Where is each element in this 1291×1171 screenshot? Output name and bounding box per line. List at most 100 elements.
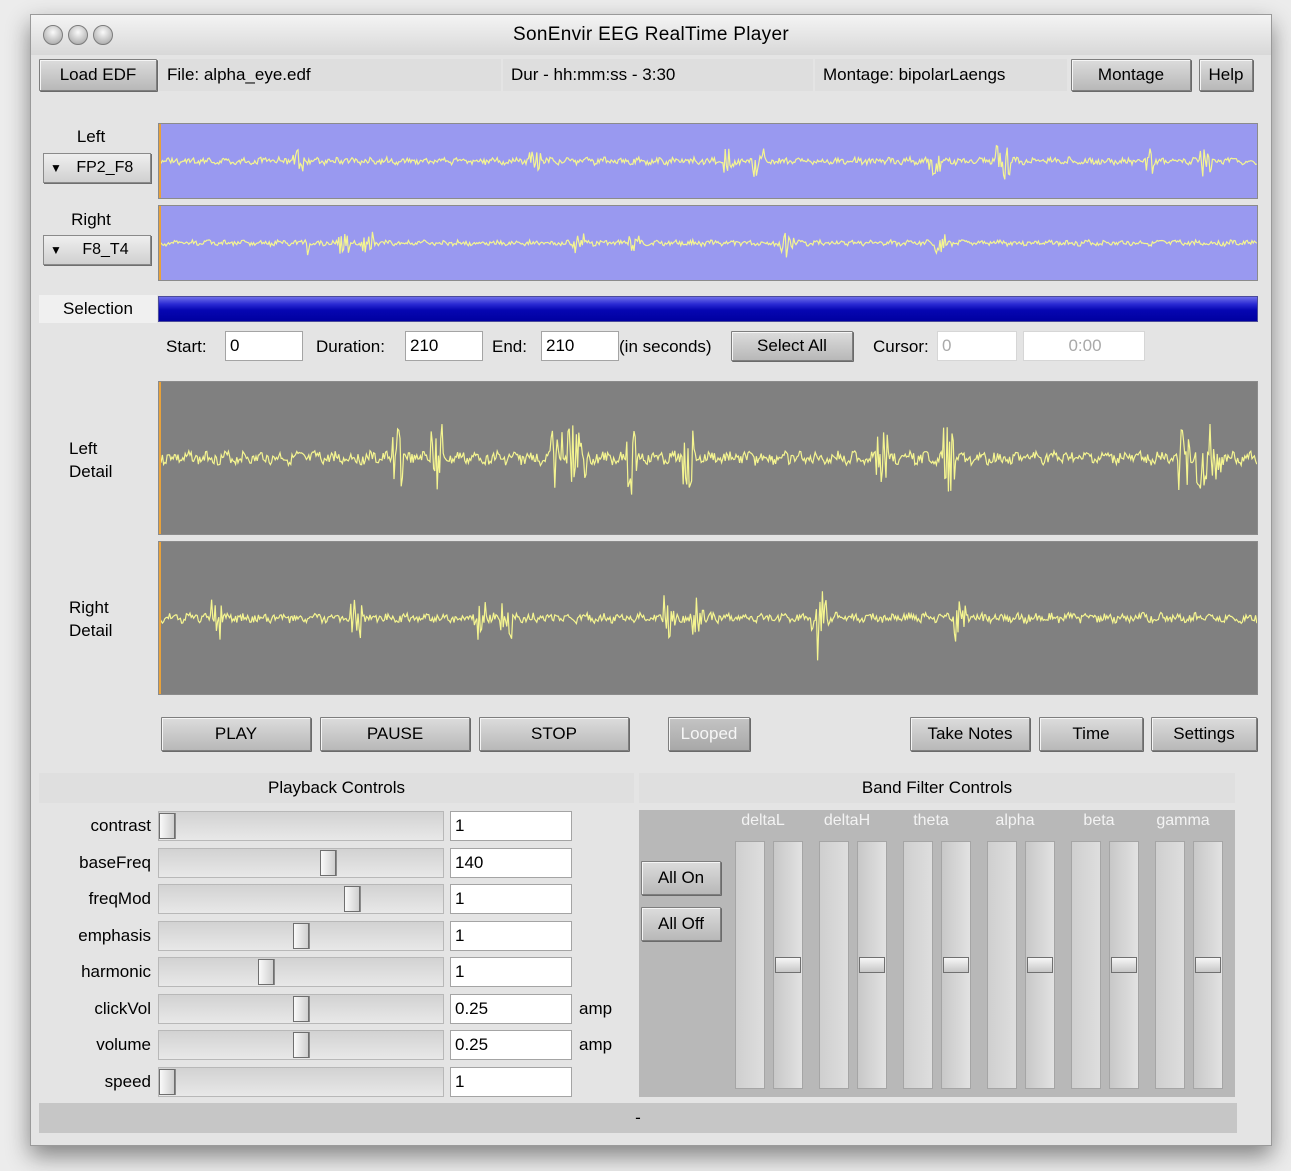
slider-thumb[interactable] xyxy=(1195,957,1221,973)
pause-button[interactable]: PAUSE xyxy=(320,717,470,751)
freqMod-slider[interactable] xyxy=(158,884,444,914)
right-channel-value: F8_T4 xyxy=(82,241,129,258)
band-label-alpha: alpha xyxy=(995,812,1035,829)
band-deltaH-level-track xyxy=(819,841,849,1089)
speed-slider[interactable] xyxy=(158,1067,444,1097)
slider-thumb[interactable] xyxy=(943,957,969,973)
band-label-deltaL: deltaL xyxy=(741,812,785,829)
close-window-button[interactable] xyxy=(43,25,63,45)
band-alpha-level-track xyxy=(987,841,1017,1089)
selection-range-bar[interactable] xyxy=(158,296,1258,322)
zoom-window-button[interactable] xyxy=(93,25,113,45)
volume-value-input[interactable] xyxy=(450,1030,572,1060)
band-deltaL-slider[interactable] xyxy=(773,841,803,1089)
looped-toggle[interactable]: Looped xyxy=(668,717,750,751)
duration-display: Dur - hh:mm:ss - 3:30 xyxy=(503,59,813,91)
slider-thumb[interactable] xyxy=(258,959,274,985)
start-input[interactable] xyxy=(225,331,303,361)
harmonic-value-input[interactable] xyxy=(450,957,572,987)
playback-label-baseFreq: baseFreq xyxy=(79,853,151,872)
band-gamma-level-track xyxy=(1155,841,1185,1089)
left-channel-label: Left xyxy=(76,127,106,146)
montage-button[interactable]: Montage xyxy=(1071,59,1191,91)
band-alpha-slider[interactable] xyxy=(1025,841,1055,1089)
baseFreq-value-input[interactable] xyxy=(450,848,572,878)
left-overview-waveform[interactable] xyxy=(158,123,1258,199)
slider-thumb[interactable] xyxy=(159,1069,175,1095)
band-label-beta: beta xyxy=(1083,812,1115,829)
end-input[interactable] xyxy=(541,331,619,361)
playback-label-volume: volume xyxy=(96,1035,151,1054)
all-on-button[interactable]: All On xyxy=(641,861,721,895)
contrast-slider[interactable] xyxy=(158,811,444,841)
right-channel-popup[interactable]: ▼ F8_T4 xyxy=(43,235,151,265)
clickVol-slider[interactable] xyxy=(158,994,444,1024)
settings-button[interactable]: Settings xyxy=(1151,717,1257,751)
slider-thumb[interactable] xyxy=(293,1032,309,1058)
slider-thumb[interactable] xyxy=(1111,957,1137,973)
slider-thumb[interactable] xyxy=(293,923,309,949)
harmonic-slider[interactable] xyxy=(158,957,444,987)
stop-button[interactable]: STOP xyxy=(479,717,629,751)
all-off-button[interactable]: All Off xyxy=(641,907,721,941)
left-channel-popup[interactable]: ▼ FP2_F8 xyxy=(43,153,151,183)
take-notes-button[interactable]: Take Notes xyxy=(910,717,1030,751)
chevron-down-icon: ▼ xyxy=(50,161,62,175)
clickVol-value-input[interactable] xyxy=(450,994,572,1024)
band-theta-level-track xyxy=(903,841,933,1089)
band-gamma-slider[interactable] xyxy=(1193,841,1223,1089)
slider-thumb[interactable] xyxy=(293,996,309,1022)
slider-thumb[interactable] xyxy=(859,957,885,973)
play-button[interactable]: PLAY xyxy=(161,717,311,751)
baseFreq-slider[interactable] xyxy=(158,848,444,878)
slider-thumb[interactable] xyxy=(159,813,175,839)
band-theta-slider[interactable] xyxy=(941,841,971,1089)
left-detail-waveform[interactable] xyxy=(158,381,1258,535)
slider-thumb[interactable] xyxy=(320,850,336,876)
band-beta-slider[interactable] xyxy=(1109,841,1139,1089)
band-beta-level-track xyxy=(1071,841,1101,1089)
right-overview-waveform[interactable] xyxy=(158,205,1258,281)
load-edf-button[interactable]: Load EDF xyxy=(39,59,157,91)
right-channel-label: Right xyxy=(71,210,111,229)
band-label-deltaH: deltaH xyxy=(823,812,871,829)
volume-slider[interactable] xyxy=(158,1030,444,1060)
eeg-trace-line xyxy=(159,144,1257,180)
slider-thumb[interactable] xyxy=(344,886,360,912)
right-detail-label-line2: Detail xyxy=(69,621,113,640)
playback-label-speed: speed xyxy=(104,1072,151,1091)
band-label-theta: theta xyxy=(913,812,949,829)
emphasis-slider[interactable] xyxy=(158,921,444,951)
right-detail-label: Right Detail xyxy=(69,596,112,642)
file-name-display: File: alpha_eye.edf xyxy=(159,59,501,91)
left-detail-label: Left Detail xyxy=(69,437,112,483)
eeg-trace-line xyxy=(159,591,1257,661)
cursor-input[interactable] xyxy=(937,331,1017,361)
help-button[interactable]: Help xyxy=(1199,59,1253,91)
right-detail-waveform[interactable] xyxy=(158,541,1258,695)
contrast-value-input[interactable] xyxy=(450,811,572,841)
duration-input[interactable] xyxy=(405,331,483,361)
playback-label-emphasis: emphasis xyxy=(78,926,151,945)
band-filter-header: Band Filter Controls xyxy=(639,773,1235,803)
playback-controls-header: Playback Controls xyxy=(39,773,634,803)
window-title: SonEnvir EEG RealTime Player xyxy=(513,24,789,45)
slider-thumb[interactable] xyxy=(775,957,801,973)
slider-thumb[interactable] xyxy=(1027,957,1053,973)
montage-display: Montage: bipolarLaengs xyxy=(815,59,1067,91)
minimize-window-button[interactable] xyxy=(68,25,88,45)
volume-unit-label: amp xyxy=(579,1035,613,1054)
eeg-trace-line xyxy=(159,423,1257,495)
time-button[interactable]: Time xyxy=(1039,717,1143,751)
left-detail-trace xyxy=(159,382,1257,534)
chevron-down-icon: ▼ xyxy=(50,243,62,257)
speed-value-input[interactable] xyxy=(450,1067,572,1097)
clickVol-unit-label: amp xyxy=(579,999,613,1018)
select-all-button[interactable]: Select All xyxy=(731,331,853,361)
eeg-trace-line xyxy=(159,231,1257,258)
band-deltaH-slider[interactable] xyxy=(857,841,887,1089)
selection-label: Selection xyxy=(39,295,157,323)
playback-label-clickVol: clickVol xyxy=(94,999,151,1018)
freqMod-value-input[interactable] xyxy=(450,884,572,914)
emphasis-value-input[interactable] xyxy=(450,921,572,951)
